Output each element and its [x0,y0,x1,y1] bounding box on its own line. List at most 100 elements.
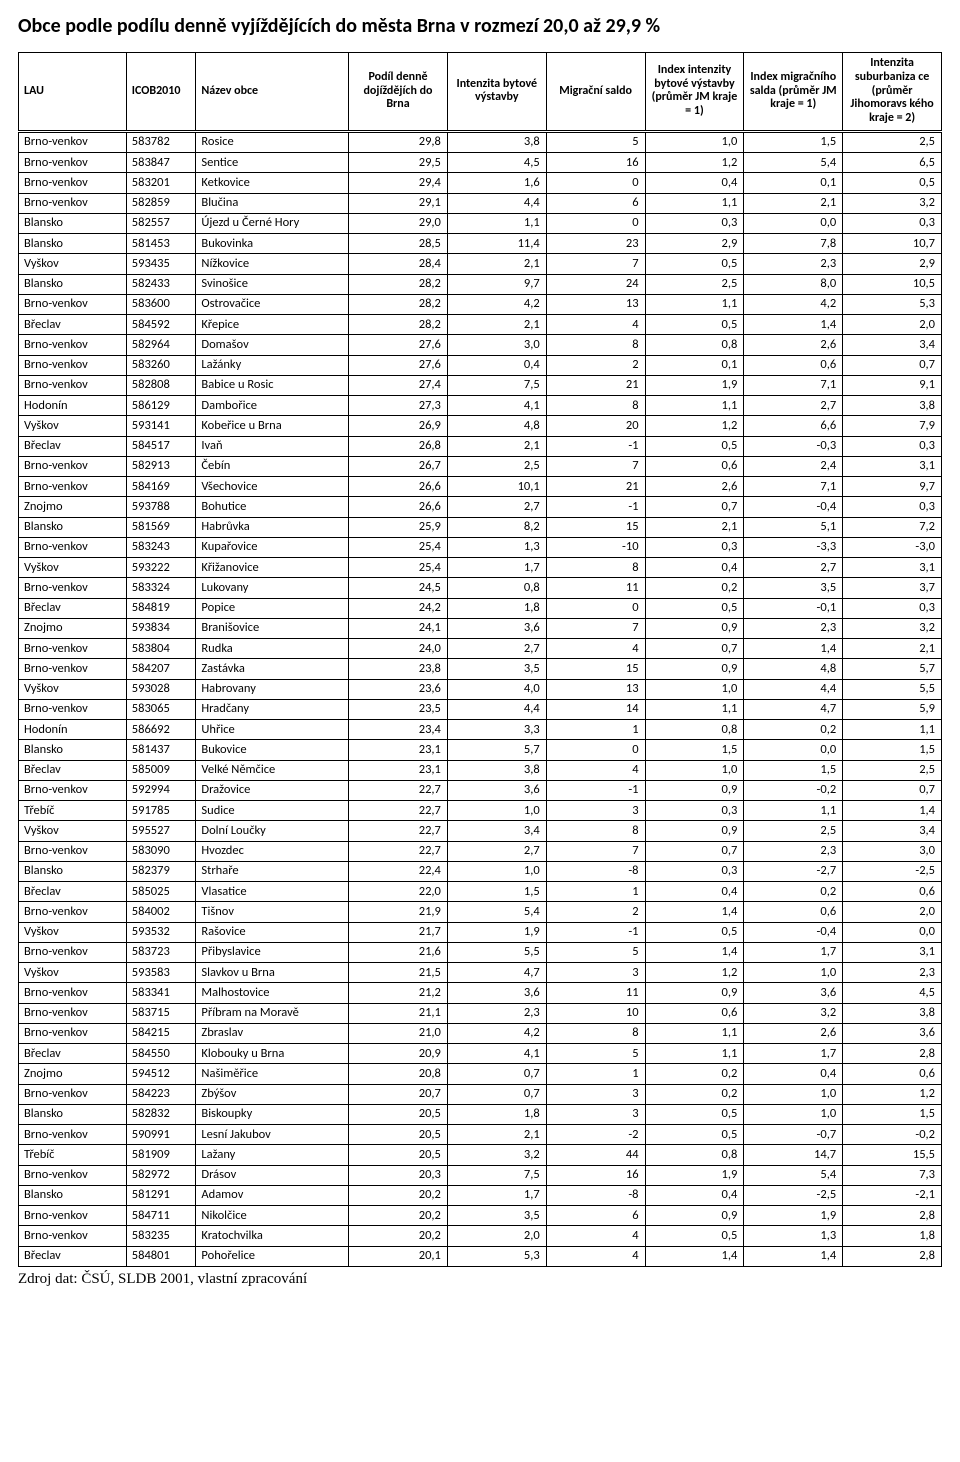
table-cell: 21 [546,375,645,395]
table-cell: 1,1 [645,699,744,719]
table-cell: 23,8 [349,659,448,679]
table-cell: 4,4 [447,193,546,213]
table-cell: 3 [546,1084,645,1104]
table-cell: 0,3 [645,801,744,821]
table-cell: 10,1 [447,477,546,497]
table-cell: Popice [196,598,349,618]
table-row: Brno-venkov584215Zbraslav21,04,281,12,63… [19,1023,942,1043]
table-cell: 3,1 [843,558,942,578]
table-cell: 20,5 [349,1125,448,1145]
table-cell: 22,7 [349,841,448,861]
table-cell: Blansko [19,1185,127,1205]
table-cell: 1,7 [447,1185,546,1205]
table-row: Brno-venkov583260Lažánky27,60,420,10,60,… [19,355,942,375]
table-cell: 1,9 [645,1165,744,1185]
table-cell: 0,6 [645,1003,744,1023]
table-cell: Rudka [196,639,349,659]
table-cell: 3,8 [843,1003,942,1023]
table-row: Blansko582557Újezd u Černé Hory29,01,100… [19,213,942,233]
table-cell: 5 [546,1044,645,1064]
table-cell: 1,2 [645,153,744,173]
table-cell: Zastávka [196,659,349,679]
table-cell: Znojmo [19,618,127,638]
table-cell: 1,3 [744,1226,843,1246]
table-cell: 3,6 [447,780,546,800]
table-cell: 581569 [126,517,196,537]
table-row: Brno-venkov582808Babice u Rosic27,47,521… [19,375,942,395]
table-cell: Blansko [19,274,127,294]
table-cell: 0,3 [843,213,942,233]
table-cell: 1,2 [843,1084,942,1104]
table-cell: 27,6 [349,335,448,355]
table-cell: Brno-venkov [19,193,127,213]
table-cell: -2,5 [843,861,942,881]
table-cell: 3,4 [843,335,942,355]
table-cell: 1,0 [447,801,546,821]
table-cell: Bohutice [196,497,349,517]
table-cell: 2,1 [447,254,546,274]
table-cell: -0,4 [744,497,843,517]
table-cell: 0,1 [645,355,744,375]
table-cell: 1,0 [645,679,744,699]
table-cell: 4 [546,1226,645,1246]
table-cell: 8 [546,1023,645,1043]
table-cell: 5,4 [447,902,546,922]
table-cell: Našiměřice [196,1064,349,1084]
table-cell: 583201 [126,173,196,193]
table-cell: 26,7 [349,456,448,476]
table-row: Blansko582379Strhaře22,41,0-80,3-2,7-2,5 [19,861,942,881]
table-cell: Habrovany [196,679,349,699]
table-cell: 16 [546,153,645,173]
table-cell: 0,4 [645,173,744,193]
table-cell: 1 [546,720,645,740]
table-cell: 584215 [126,1023,196,1043]
table-cell: Brno-venkov [19,1125,127,1145]
table-cell: 0 [546,173,645,193]
table-cell: 1,0 [645,760,744,780]
table-cell: -0,7 [744,1125,843,1145]
table-cell: 586129 [126,396,196,416]
table-cell: 20,8 [349,1064,448,1084]
table-cell: 11 [546,578,645,598]
table-cell: 0,9 [645,1206,744,1226]
table-cell: 0,9 [645,780,744,800]
table-cell: 583341 [126,983,196,1003]
table-cell: 28,4 [349,254,448,274]
table-cell: 3,8 [447,760,546,780]
table-cell: 0,3 [645,537,744,557]
table-cell: 4,2 [447,1023,546,1043]
table-cell: Ivaň [196,436,349,456]
table-cell: Nížkovice [196,254,349,274]
table-cell: Brno-venkov [19,1165,127,1185]
table-cell: 0,4 [645,1185,744,1205]
table-cell: Biskoupky [196,1104,349,1124]
table-cell: 1,1 [645,193,744,213]
table-row: Vyškov595527Dolní Loučky22,73,480,92,53,… [19,821,942,841]
table-cell: 0,6 [744,355,843,375]
table-cell: 25,4 [349,558,448,578]
table-cell: Bukovinka [196,234,349,254]
table-cell: 24,2 [349,598,448,618]
table-cell: 0,8 [447,578,546,598]
table-cell: 0,5 [645,436,744,456]
table-cell: 0,2 [645,578,744,598]
table-cell: 585025 [126,882,196,902]
table-cell: 0,0 [744,740,843,760]
table-cell: 582832 [126,1104,196,1124]
table-cell: Blansko [19,234,127,254]
table-cell: Brno-venkov [19,537,127,557]
table-cell: Znojmo [19,1064,127,1084]
table-cell: 0,3 [645,861,744,881]
table-cell: 8 [546,821,645,841]
table-cell: 29,4 [349,173,448,193]
table-cell: 593583 [126,963,196,983]
table-cell: 1,4 [843,801,942,821]
table-cell: Velké Němčice [196,760,349,780]
table-cell: 0,4 [645,558,744,578]
table-row: Břeclav584801Pohořelice20,15,341,41,42,8 [19,1246,942,1266]
table-cell: Zbraslav [196,1023,349,1043]
table-cell: Drásov [196,1165,349,1185]
table-cell: Habrůvka [196,517,349,537]
table-cell: 20,9 [349,1044,448,1064]
table-cell: 14 [546,699,645,719]
